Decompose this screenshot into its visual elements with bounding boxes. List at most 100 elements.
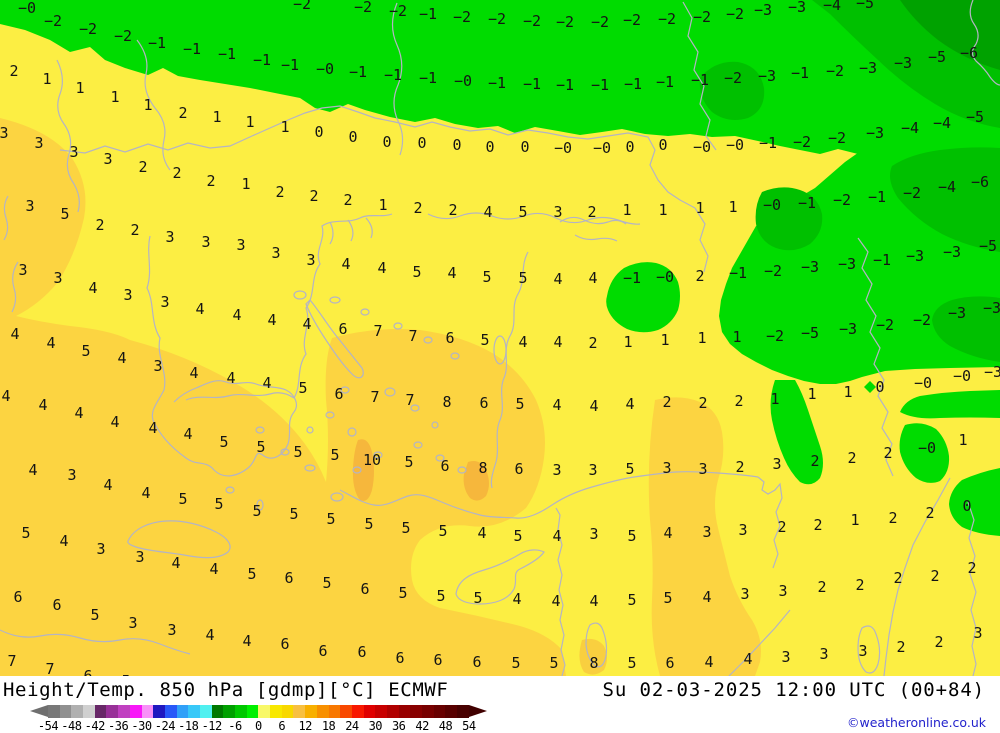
weather-map: −2 −2 −2 −1 −2 −2 −2 −2 −2 −2 −2 −2 −2 −3 −3 −4 −5 −0 −2 −2… (0, 0, 1000, 676)
temp-value: 7 (373, 322, 382, 340)
temp-value: −0 (693, 138, 711, 156)
temp-value: 5 (511, 654, 520, 672)
temp-value: 4 (551, 592, 560, 610)
temp-value: 5 (549, 654, 558, 672)
scale-band (398, 705, 411, 718)
temp-value: 6 (280, 635, 289, 653)
temp-value: −1 (523, 75, 541, 93)
temp-value: 5 (364, 515, 373, 533)
temp-value: −0 (554, 139, 572, 157)
temp-value: 5 (518, 203, 527, 221)
temp-value: 2 (893, 569, 902, 587)
temp-value: −0 (593, 139, 611, 157)
temp-value: 1 (958, 431, 967, 449)
temp-value: 5 (121, 672, 130, 676)
temp-value: −5 (966, 108, 984, 126)
temp-value: −1 (148, 34, 166, 52)
scale-tick: 18 (321, 719, 336, 733)
temp-value: −3 (894, 54, 912, 72)
temp-value: 3 (306, 251, 315, 269)
temp-value: 3 (165, 228, 174, 246)
temp-value: 2 (343, 191, 352, 209)
temp-value: −3 (788, 0, 806, 16)
scale-tick: 0 (255, 719, 262, 733)
temp-value: 4 (552, 396, 561, 414)
temp-value: 6 (83, 667, 92, 676)
scale-band (83, 705, 95, 718)
temp-value: −2 (826, 62, 844, 80)
temp-value: 3 (778, 582, 787, 600)
temp-value: 4 (447, 264, 456, 282)
scale-band (153, 705, 165, 718)
temp-value: 6 (360, 580, 369, 598)
temp-value: 2 (95, 216, 104, 234)
temp-value: −2 (453, 8, 471, 26)
temp-value: 4 (183, 425, 192, 443)
coastlines (0, 0, 1000, 676)
temp-value: 4 (10, 325, 19, 343)
temp-value: 4 (512, 590, 521, 608)
copyright-link[interactable]: ©weatheronline.co.uk (847, 715, 986, 730)
scale-tick: 48 (438, 719, 453, 733)
temp-value: −2 (793, 133, 811, 151)
temp-value: −2 (488, 10, 506, 28)
temp-value: 4 (553, 270, 562, 288)
temp-value: 8 (589, 654, 598, 672)
temp-value: 2 (930, 567, 939, 585)
temp-value: 0 (485, 138, 494, 156)
temp-value: 2 (896, 638, 905, 656)
temp-value: 5 (219, 433, 228, 451)
scale-band (118, 705, 130, 718)
temp-value: −3 (754, 1, 772, 19)
temp-value: 5 (473, 589, 482, 607)
temp-value: 4 (46, 334, 55, 352)
temp-value: 4 (262, 374, 271, 392)
temp-value: 1 (732, 328, 741, 346)
temp-value: 1 (143, 96, 152, 114)
scale-band (94, 705, 107, 718)
temp-value: 4 (117, 349, 126, 367)
temp-value: −2 (913, 311, 931, 329)
temp-value: 3 (819, 645, 828, 663)
temp-value: 8 (442, 393, 451, 411)
temp-value: 5 (289, 505, 298, 523)
legend-datetime: Su 02-03-2025 12:00 UTC (00+84) (602, 679, 985, 701)
temp-value: −1 (798, 194, 816, 212)
temp-value: 6 (479, 394, 488, 412)
scale-band (293, 705, 306, 718)
scale-band (363, 705, 376, 718)
temp-value: −5 (801, 324, 819, 342)
temp-value: −1 (759, 134, 777, 152)
temp-value: −2 (556, 13, 574, 31)
temp-value: 4 (209, 560, 218, 578)
scale-tick: 54 (462, 719, 476, 733)
temp-value: 2 (734, 392, 743, 410)
temp-value: −0 (18, 0, 36, 17)
temp-value: 2 (888, 509, 897, 527)
temp-value: −3 (948, 304, 966, 322)
temp-value: 6 (52, 596, 61, 614)
temp-value: 0 (417, 134, 426, 152)
scale-band (316, 705, 329, 718)
temp-value: 5 (326, 510, 335, 528)
temp-value: 4 (302, 315, 311, 333)
temp-value: 3 (973, 624, 982, 642)
temp-value: −1 (488, 74, 506, 92)
temp-value: 7 (45, 660, 54, 676)
temp-value: 4 (377, 259, 386, 277)
temp-value: 4 (74, 404, 83, 422)
scale-band (410, 705, 422, 718)
scale-band (106, 705, 119, 718)
temp-value: 2 (810, 452, 819, 470)
temp-value: 3 (772, 455, 781, 473)
temp-value: −5 (979, 237, 997, 255)
temp-value: 3 (25, 197, 34, 215)
temp-value: 3 (738, 521, 747, 539)
temp-value: −3 (859, 59, 877, 77)
temp-value: 2 (855, 576, 864, 594)
temp-value: 6 (445, 329, 454, 347)
temp-value: 5 (513, 527, 522, 545)
scale-tick: -42 (84, 719, 106, 733)
temp-value: 3 (0, 124, 9, 142)
temp-value: −1 (591, 76, 609, 94)
